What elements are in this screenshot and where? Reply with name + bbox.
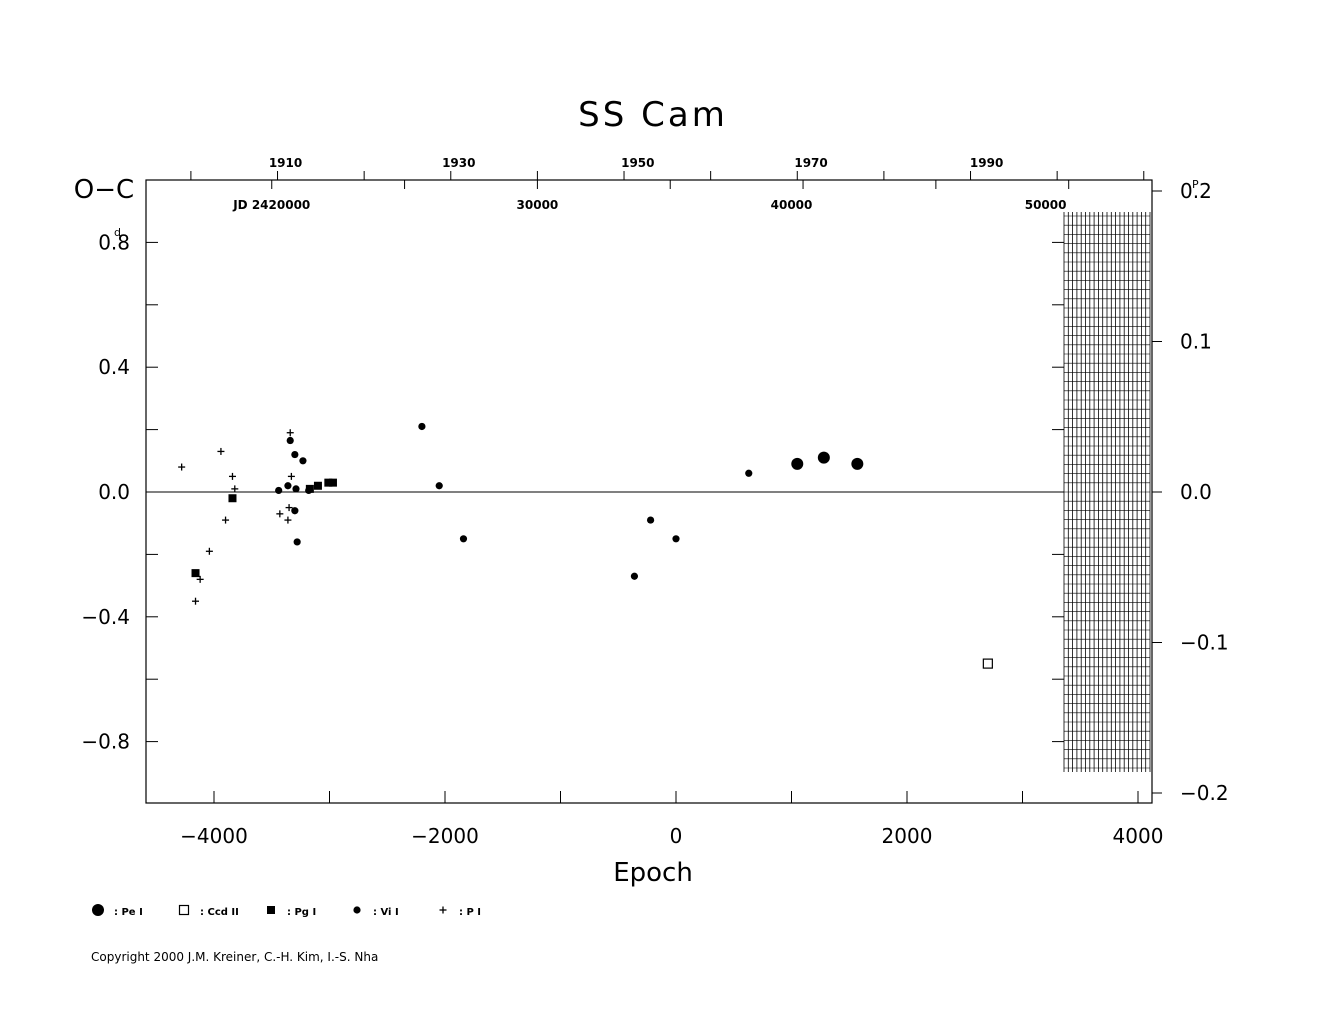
data-point bbox=[459, 535, 468, 543]
copyright-text: Copyright 2000 J.M. Kreiner, C.-H. Kim, … bbox=[91, 950, 378, 964]
data-point bbox=[276, 510, 284, 518]
data-point bbox=[284, 482, 292, 490]
x-tick-label: 2000 bbox=[882, 824, 933, 848]
data-point bbox=[191, 569, 200, 578]
y-tick-label: −0.4 bbox=[81, 605, 130, 629]
data-point bbox=[328, 478, 337, 487]
axes: −4000 −2000 0 2000 4000 0.8 0.4 0.0 −0.4 −0.8 0.2 0… bbox=[81, 156, 1228, 848]
legend-label: : Ccd II bbox=[200, 907, 239, 918]
x-tick-label: −4000 bbox=[180, 824, 248, 848]
legend-label: : Vi I bbox=[373, 907, 399, 918]
top-year-label: 1930 bbox=[442, 156, 475, 170]
data-point bbox=[982, 658, 993, 669]
data-point bbox=[285, 504, 293, 512]
data-point bbox=[817, 451, 830, 464]
data-point bbox=[222, 516, 230, 524]
data-point bbox=[418, 422, 426, 431]
data-point bbox=[228, 494, 237, 503]
top-year-label: 1970 bbox=[794, 156, 827, 170]
data-point bbox=[192, 597, 200, 605]
data-point bbox=[217, 447, 225, 455]
chart-title: SS Cam bbox=[578, 95, 728, 135]
data-point bbox=[745, 469, 753, 477]
legend-label: : Pe I bbox=[114, 907, 143, 918]
data-point bbox=[630, 572, 639, 580]
data-point bbox=[178, 463, 186, 471]
data-point bbox=[672, 535, 680, 543]
right-tick-label: −0.1 bbox=[1180, 631, 1229, 655]
legend-label: : P I bbox=[459, 907, 481, 918]
data-point bbox=[228, 472, 236, 480]
right-tick-label: −0.2 bbox=[1180, 781, 1229, 805]
y-axis-unit: d bbox=[114, 226, 121, 239]
y-tick-label: −0.8 bbox=[81, 730, 130, 754]
x-tick-label: 4000 bbox=[1113, 824, 1164, 848]
y-tick-label: 0.8 bbox=[98, 230, 130, 254]
y-axis-title: O−C bbox=[74, 175, 134, 205]
data-point bbox=[435, 482, 443, 490]
right-axis-unit: P bbox=[1192, 178, 1199, 191]
data-point bbox=[275, 486, 283, 495]
y-tick-label: 0.4 bbox=[98, 355, 130, 379]
data-point bbox=[291, 450, 299, 459]
data-point bbox=[291, 507, 299, 515]
y-tick-label: 0.0 bbox=[98, 480, 130, 504]
right-tick-label: 0.0 bbox=[1180, 480, 1212, 504]
data-point bbox=[196, 575, 204, 583]
data-point bbox=[299, 457, 307, 465]
right-tick-label: 0.2 bbox=[1180, 179, 1212, 203]
data-point bbox=[286, 429, 294, 437]
legend-marker bbox=[267, 906, 275, 914]
legend-marker bbox=[353, 906, 361, 914]
data-point bbox=[292, 485, 300, 493]
data-point bbox=[313, 481, 322, 490]
legend-marker bbox=[178, 904, 190, 916]
data-point bbox=[851, 457, 864, 470]
legend-label: : Pg I bbox=[287, 907, 316, 918]
top-jd-label: 40000 bbox=[771, 198, 813, 212]
top-year-label: 1990 bbox=[970, 156, 1003, 170]
data-point bbox=[305, 486, 313, 495]
top-jd-label: JD 2420000 bbox=[232, 198, 310, 212]
legend-marker bbox=[92, 904, 104, 916]
data-point bbox=[324, 478, 333, 487]
data-point bbox=[205, 547, 213, 555]
data-point bbox=[287, 472, 295, 480]
data-point bbox=[293, 538, 301, 546]
legend: : Pe I : Ccd II : Pg I : Vi I : P I bbox=[92, 904, 481, 918]
data-point bbox=[286, 436, 294, 445]
right-tick-label: 0.1 bbox=[1180, 330, 1212, 354]
data-point bbox=[284, 516, 292, 524]
top-year-label: 1950 bbox=[621, 156, 654, 170]
data-point bbox=[231, 485, 239, 493]
x-axis-title: Epoch bbox=[613, 858, 693, 888]
x-tick-label: −2000 bbox=[411, 824, 479, 848]
legend-marker bbox=[439, 906, 447, 914]
x-tick-label: 0 bbox=[670, 824, 683, 848]
data-point bbox=[646, 516, 655, 524]
data-marks bbox=[178, 422, 993, 669]
hatch-region bbox=[1063, 212, 1151, 772]
top-jd-label: 30000 bbox=[517, 198, 559, 212]
top-jd-label: 50000 bbox=[1025, 198, 1067, 212]
top-year-label: 1910 bbox=[269, 156, 302, 170]
data-point bbox=[791, 457, 804, 470]
